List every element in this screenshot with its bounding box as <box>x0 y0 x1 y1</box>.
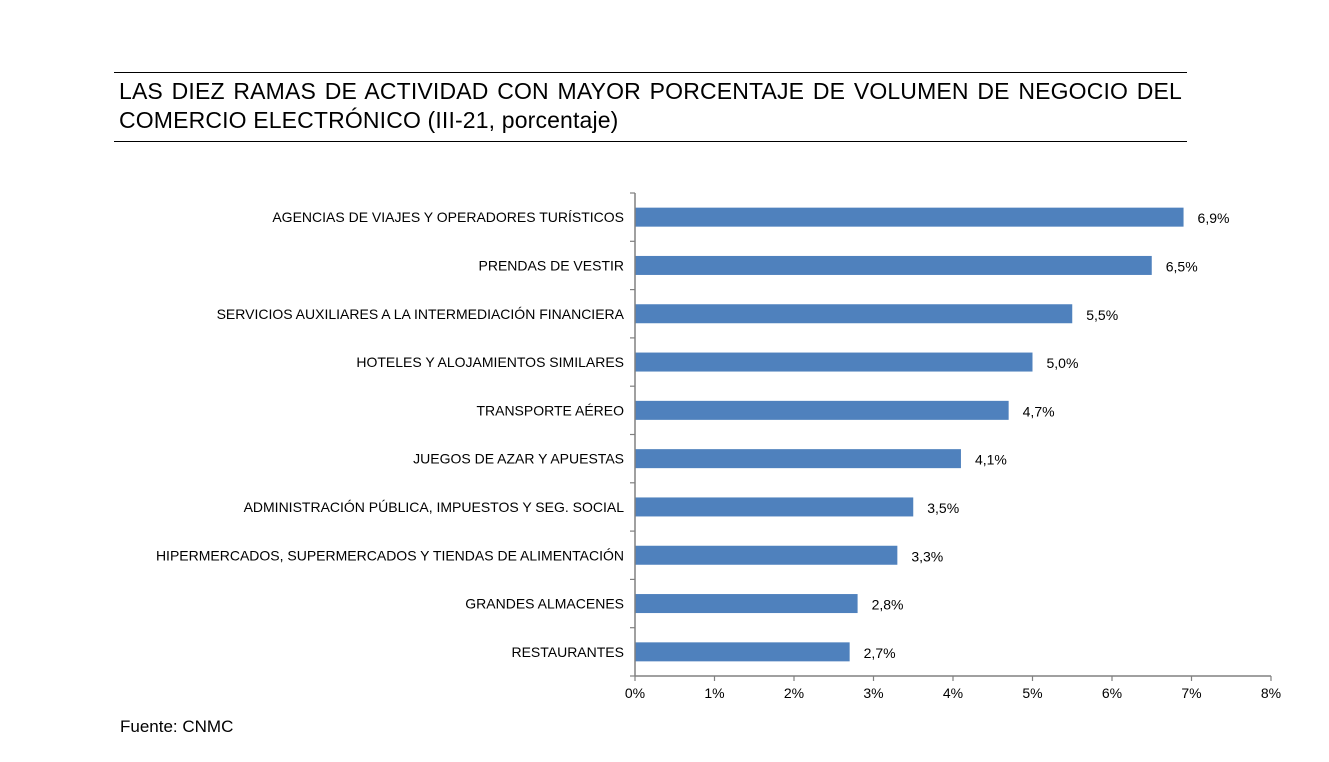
category-label: PRENDAS DE VESTIR <box>479 257 624 273</box>
category-label: TRANSPORTE AÉREO <box>476 402 624 418</box>
title-block: LAS DIEZ RAMAS DE ACTIVIDAD CON MAYOR PO… <box>114 72 1187 142</box>
category-label: HOTELES Y ALOJAMIENTOS SIMILARES <box>356 354 624 370</box>
bar <box>635 352 1033 372</box>
x-tick-label: 6% <box>1102 685 1122 701</box>
bar <box>635 545 898 565</box>
category-label: RESTAURANTES <box>511 644 624 660</box>
data-label: 6,5% <box>1166 258 1198 274</box>
x-tick-label: 7% <box>1181 685 1201 701</box>
chart-title: LAS DIEZ RAMAS DE ACTIVIDAD CON MAYOR PO… <box>119 78 1182 133</box>
category-label: AGENCIAS DE VIAJES Y OPERADORES TURÍSTIC… <box>272 209 624 225</box>
bar <box>635 449 961 469</box>
bar <box>635 642 850 662</box>
source-note: Fuente: CNMC <box>120 717 234 736</box>
data-label: 5,0% <box>1047 355 1079 371</box>
x-tick-label: 0% <box>625 685 645 701</box>
data-label: 2,8% <box>872 597 904 613</box>
bar <box>635 497 914 517</box>
bar <box>635 255 1152 275</box>
x-tick-label: 3% <box>863 685 883 701</box>
category-label: SERVICIOS AUXILIARES A LA INTERMEDIACIÓN… <box>217 306 625 322</box>
data-label: 3,3% <box>911 548 943 564</box>
x-tick-label: 8% <box>1261 685 1281 701</box>
category-label: ADMINISTRACIÓN PÚBLICA, IMPUESTOS Y SEG.… <box>244 499 625 515</box>
category-label: GRANDES ALMACENES <box>465 596 624 612</box>
x-tick-label: 4% <box>943 685 963 701</box>
bar <box>635 207 1184 227</box>
x-tick-label: 5% <box>1022 685 1042 701</box>
data-label: 4,7% <box>1023 403 1055 419</box>
bar <box>635 304 1073 324</box>
bar <box>635 400 1009 420</box>
x-tick-label: 1% <box>704 685 724 701</box>
data-label: 3,5% <box>927 500 959 516</box>
category-label: HIPERMERCADOS, SUPERMERCADOS Y TIENDAS D… <box>156 547 624 563</box>
category-label: JUEGOS DE AZAR Y APUESTAS <box>413 451 624 467</box>
data-label: 5,5% <box>1086 307 1118 323</box>
data-label: 4,1% <box>975 452 1007 468</box>
data-label: 2,7% <box>864 645 896 661</box>
bar <box>635 594 858 614</box>
x-tick-label: 2% <box>784 685 804 701</box>
data-label: 6,9% <box>1198 210 1230 226</box>
